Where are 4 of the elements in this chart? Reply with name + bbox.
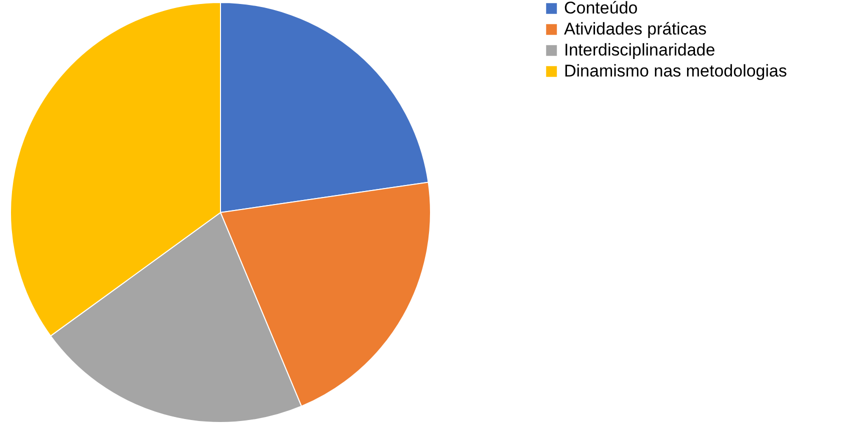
legend-label: Conteúdo <box>564 0 638 18</box>
legend-label: Atividades práticas <box>564 20 707 38</box>
legend-label: Interdisciplinaridade <box>564 40 716 60</box>
legend-label: Dinamismo nas metodologias <box>564 62 787 80</box>
